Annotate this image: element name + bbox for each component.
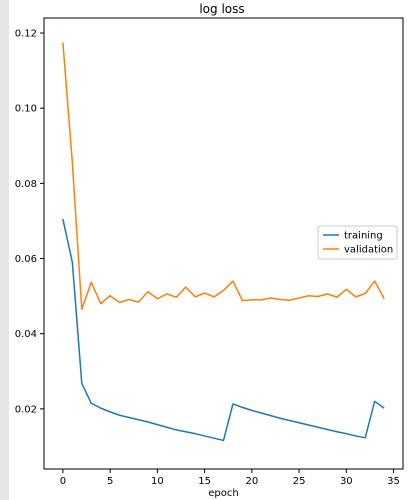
chart-title: log loss — [199, 2, 244, 16]
series-line-training — [62, 218, 385, 442]
legend-label-validation: validation — [344, 245, 393, 256]
y-tick-label: 0.10 — [15, 104, 37, 115]
x-tick-label: 5 — [107, 476, 113, 487]
plot-area — [43, 17, 404, 470]
x-tick-label: 15 — [198, 476, 211, 487]
window-edge — [0, 0, 9, 500]
y-axis: 0.02 0.04 0.06 0.08 0.10 0.12 — [15, 29, 44, 415]
x-tick-label: 10 — [151, 476, 164, 487]
x-tick-label: 20 — [245, 476, 258, 487]
x-tick-label: 30 — [340, 476, 353, 487]
legend: training validation — [317, 225, 398, 260]
y-tick-label: 0.06 — [15, 254, 37, 265]
y-tick-label: 0.04 — [15, 329, 37, 340]
x-tick-label: 35 — [387, 476, 400, 487]
legend-label-training: training — [344, 231, 383, 242]
series-layer — [62, 42, 385, 442]
x-axis-label: epoch — [208, 488, 238, 499]
y-tick-label: 0.12 — [15, 29, 37, 40]
series-line-validation — [62, 42, 385, 311]
x-axis: 0 5 10 15 20 25 30 35 — [60, 469, 400, 487]
x-tick-label: 0 — [60, 476, 66, 487]
x-tick-label: 25 — [293, 476, 306, 487]
y-tick-label: 0.02 — [15, 404, 37, 415]
y-tick-label: 0.08 — [15, 179, 37, 190]
